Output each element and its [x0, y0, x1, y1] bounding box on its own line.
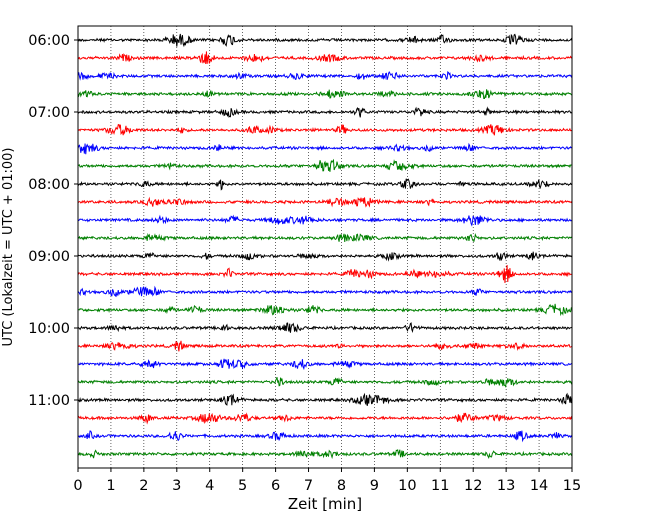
- x-tick-label: 8: [337, 478, 346, 494]
- x-tick-label: 13: [497, 478, 515, 494]
- trace-line: [77, 89, 573, 100]
- x-axis-label: Zeit [min]: [288, 495, 362, 513]
- trace-line: [77, 70, 573, 81]
- x-axis-ticks: 0 1 2 3 4 5 6 7 8 9 10 11 12 13 14 15: [73, 468, 581, 494]
- trace-line: [77, 449, 573, 460]
- x-tick-label: 9: [370, 478, 379, 494]
- trace-line: [77, 303, 573, 317]
- x-tick-label: 10: [398, 478, 416, 494]
- x-tick-label: 1: [106, 478, 115, 494]
- x-tick-label: 2: [139, 478, 148, 494]
- trace-line: [77, 124, 573, 136]
- trace-line: [77, 340, 573, 352]
- y-tick-label: 11:00: [28, 393, 70, 409]
- x-tick-label: 12: [464, 478, 482, 494]
- y-tick-label: 10:00: [28, 321, 70, 337]
- x-tick-label: 15: [563, 478, 581, 494]
- x-tick-label: 11: [431, 478, 449, 494]
- trace-line: [77, 214, 573, 227]
- trace-line: [77, 322, 573, 334]
- trace-line: [77, 142, 573, 155]
- trace-line: [77, 377, 573, 388]
- trace-line: [77, 430, 573, 443]
- trace-line: [77, 251, 573, 262]
- plot-frame: [77, 25, 573, 469]
- y-axis-ticks: 06:00 07:00 08:00 09:00 10:00 11:00: [28, 33, 78, 409]
- trace-line: [77, 178, 573, 191]
- y-tick-label: 06:00: [28, 33, 70, 49]
- y-tick-label: 07:00: [28, 105, 70, 121]
- y-axis-label: UTC (Lokalzeit = UTC + 01:00): [1, 148, 16, 347]
- trace-line: [77, 392, 573, 406]
- trace-line: [77, 158, 573, 172]
- x-tick-label: 5: [238, 478, 247, 494]
- x-tick-label: 6: [271, 478, 280, 494]
- x-tick-label: 4: [205, 478, 214, 494]
- trace-line: [77, 412, 573, 425]
- trace-line: [77, 51, 573, 65]
- seismic-traces: [77, 33, 573, 460]
- trace-line: [77, 265, 573, 283]
- x-tick-label: 3: [172, 478, 181, 494]
- trace-line: [77, 232, 573, 243]
- trace-line: [77, 285, 573, 298]
- x-tick-label: 0: [73, 478, 82, 494]
- x-tick-label: 7: [304, 478, 313, 494]
- trace-line: [77, 358, 573, 371]
- x-tick-label: 14: [530, 478, 548, 494]
- y-tick-label: 08:00: [28, 177, 70, 193]
- trace-line: [77, 196, 573, 208]
- trace-line: [77, 33, 573, 48]
- trace-line: [77, 106, 573, 118]
- y-tick-label: 09:00: [28, 249, 70, 265]
